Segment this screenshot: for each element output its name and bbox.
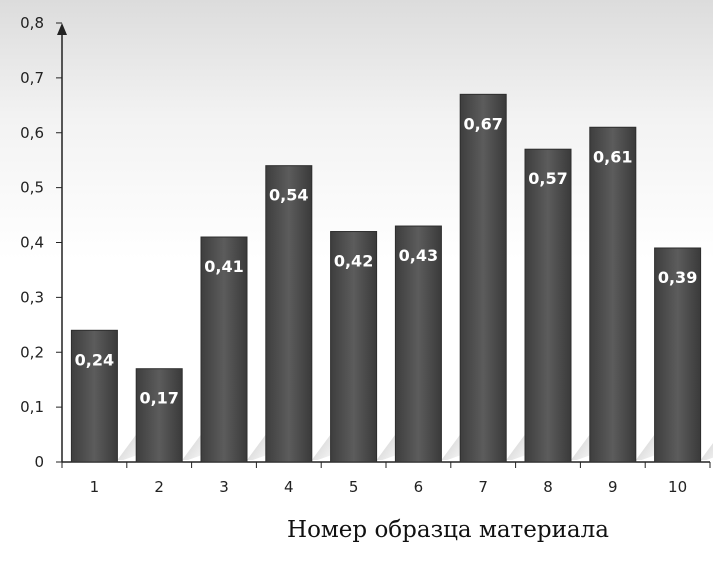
y-tick-label: 0,4: [20, 234, 44, 252]
bar: [265, 165, 313, 463]
y-tick-label: 0,8: [20, 14, 44, 32]
bar: [200, 236, 248, 463]
bars: [70, 93, 702, 463]
y-tick-label: 0,6: [20, 124, 44, 142]
x-tick-label: 9: [608, 478, 618, 496]
x-tick-label: 5: [349, 478, 359, 496]
y-tick-label: 0,1: [20, 398, 44, 416]
bar: [135, 368, 183, 463]
bar: [394, 225, 442, 463]
y-tick-label: 0: [34, 453, 44, 471]
x-tick-label: 4: [284, 478, 294, 496]
data-label: 0,24: [75, 350, 114, 369]
data-label: 0,41: [204, 257, 243, 276]
y-axis-arrow: [57, 23, 67, 35]
data-label: 0,42: [334, 252, 373, 271]
data-label: 0,54: [269, 186, 308, 205]
bar-shadow: [700, 443, 713, 460]
data-label: 0,57: [528, 169, 567, 188]
data-label: 0,39: [658, 268, 697, 287]
bar: [330, 231, 378, 463]
y-tick-label: 0,7: [20, 69, 44, 87]
x-tick-label: 1: [90, 478, 100, 496]
data-label: 0,17: [139, 389, 178, 408]
bar: [654, 247, 702, 463]
bar: [524, 148, 572, 463]
x-axis-title: Номер образца материала: [287, 517, 609, 543]
x-tick-label: 6: [414, 478, 424, 496]
x-tick-label: 2: [154, 478, 164, 496]
y-tick-label: 0,5: [20, 179, 44, 197]
y-tick-label: 0,3: [20, 288, 44, 306]
data-label: 0,43: [399, 246, 438, 265]
x-tick-label: 7: [478, 478, 488, 496]
data-label: 0,61: [593, 147, 632, 166]
data-labels: 0,24 0,17 0,41 0,54 0,42 0,43 0,67 0,57 0,61 0,39: [75, 114, 698, 407]
x-tick-label: 3: [219, 478, 229, 496]
bar: [589, 126, 637, 463]
x-tick-label: 10: [668, 478, 687, 496]
bar: [459, 93, 507, 463]
x-tick-label: 8: [543, 478, 553, 496]
y-tick-label: 0,2: [20, 343, 44, 361]
bar: [70, 329, 118, 463]
data-label: 0,67: [463, 114, 502, 133]
